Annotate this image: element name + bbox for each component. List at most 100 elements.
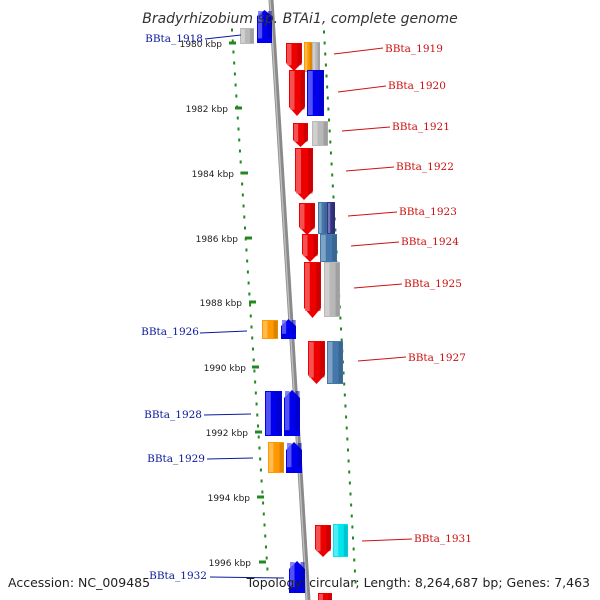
ruler-dot-left [246, 270, 249, 274]
gene-bbta-1919[interactable] [286, 43, 302, 71]
gene-label-bbta-1925[interactable]: BBta_1925 [404, 278, 462, 290]
ruler-dot-right [327, 107, 330, 111]
gene-label-bbta-1929[interactable]: BBta_1929 [147, 453, 205, 465]
gene-block[interactable] [289, 70, 305, 116]
gene-highlight [290, 71, 295, 110]
leader-line [357, 356, 407, 362]
tick-mark [249, 300, 256, 304]
ruler-dot-right [329, 140, 332, 144]
ruler-dot-left [239, 160, 242, 164]
gene-label-bbta-1919[interactable]: BBta_1919 [385, 43, 443, 55]
ruler-dot-left [264, 534, 267, 538]
gene-label-bbta-1924[interactable]: BBta_1924 [401, 236, 459, 248]
gene-bbta-1932[interactable] [289, 561, 305, 593]
leader-line [209, 576, 285, 579]
ruler-dot-right [329, 151, 332, 155]
gene-label-bbta-1928[interactable]: BBta_1928 [144, 409, 202, 421]
leader-line [204, 34, 242, 40]
ruler-dot-left [256, 413, 259, 417]
gene-bbta-1921[interactable] [312, 121, 328, 146]
gene-block[interactable] [315, 525, 331, 557]
gene-shadow [273, 321, 278, 338]
tick-label: 1986 kbp [196, 235, 239, 245]
ruler-dot-left [245, 248, 248, 252]
gene-block[interactable] [318, 593, 332, 600]
leader-line [347, 211, 398, 217]
gene-label-bbta-1921[interactable]: BBta_1921 [392, 121, 450, 133]
gene-label-bbta-1927[interactable]: BBta_1927 [408, 352, 466, 364]
gene-bbta-1918[interactable] [257, 10, 272, 43]
gene-label-bbta-1922[interactable]: BBta_1922 [396, 161, 454, 173]
gene-bbta-1922[interactable] [295, 148, 313, 200]
tick-label: 1984 kbp [192, 170, 235, 180]
gene-shadow [316, 263, 321, 311]
gene-shadow [343, 525, 348, 556]
tick-label: 1982 kbp [186, 105, 229, 115]
ruler-dot-right [350, 514, 353, 518]
gene-block[interactable] [293, 123, 308, 147]
gene-block[interactable] [240, 28, 254, 44]
gene-block[interactable] [286, 442, 302, 473]
gene-bbta-1926[interactable] [262, 320, 278, 339]
gene-shadow [291, 320, 296, 334]
ruler-dot-left [231, 39, 234, 43]
gene-bbta-1929[interactable] [268, 442, 284, 473]
gene-highlight [321, 235, 326, 261]
gene-block[interactable] [281, 319, 296, 339]
gene-label-bbta-1931[interactable]: BBta_1931 [414, 533, 472, 545]
ruler-dot-right [328, 118, 331, 122]
gene-bbta-1928[interactable] [265, 391, 282, 436]
gene-block[interactable] [327, 202, 335, 234]
ruler-dot-left [263, 523, 266, 527]
gene-block[interactable] [302, 234, 318, 262]
ruler-dot-right [348, 481, 351, 485]
ruler-dot-left [251, 336, 254, 340]
gene-block[interactable] [304, 42, 312, 72]
ruler-dot-left [266, 567, 269, 571]
tick-mark [257, 495, 264, 499]
gene-bbta-1927[interactable] [327, 341, 343, 384]
gene-bbta-1923[interactable] [318, 202, 327, 234]
ruler-dot-left [262, 512, 265, 516]
gene-highlight [325, 263, 330, 316]
ruler-dot-right [330, 162, 333, 166]
tick-mark [259, 560, 266, 564]
ruler-dot-left [251, 347, 254, 351]
tick-mark [235, 106, 242, 110]
ruler-dot-right [328, 129, 331, 133]
gene-highlight [282, 320, 287, 334]
gene-block[interactable] [284, 390, 300, 436]
gene-bbta-1931[interactable] [333, 524, 348, 557]
gene-label-bbta-1932[interactable]: BBta_1932 [149, 570, 207, 582]
gene-highlight [294, 124, 299, 142]
ruler-dot-right [349, 492, 352, 496]
gene-label-bbta-1926[interactable]: BBta_1926 [141, 326, 199, 338]
gene-label-bbta-1923[interactable]: BBta_1923 [399, 206, 457, 218]
gene-label-bbta-1918[interactable]: BBta_1918 [145, 33, 203, 45]
ruler-dot-left [250, 325, 253, 329]
ruler-dot-right [332, 195, 335, 199]
gene-track [240, 10, 348, 600]
ruler-dot-right [346, 437, 349, 441]
gene-shadow [324, 203, 327, 233]
ruler-dot-right [353, 558, 356, 562]
gene-label-bbta-1920[interactable]: BBta_1920 [388, 80, 446, 92]
leader-line [350, 241, 400, 247]
ruler-dot-left [248, 292, 251, 296]
gene-block[interactable] [308, 341, 325, 384]
gene-bbta-1925[interactable] [324, 262, 340, 317]
gene-shadow [277, 392, 282, 435]
gene-block[interactable] [304, 262, 321, 318]
gene-block[interactable] [299, 203, 315, 235]
gene-block[interactable] [312, 42, 320, 72]
leader-line [199, 330, 248, 334]
accession-text: Accession: NC_009485 [8, 575, 151, 590]
ruler-dot-left [241, 193, 244, 197]
gene-highlight [269, 443, 274, 472]
tick-label: 1996 kbp [209, 559, 252, 569]
gene-highlight [287, 44, 292, 66]
tick-mark [229, 41, 236, 45]
gene-bbta-1924[interactable] [320, 234, 337, 262]
gene-shadow [326, 526, 331, 552]
gene-bbta-1920[interactable] [307, 70, 324, 116]
